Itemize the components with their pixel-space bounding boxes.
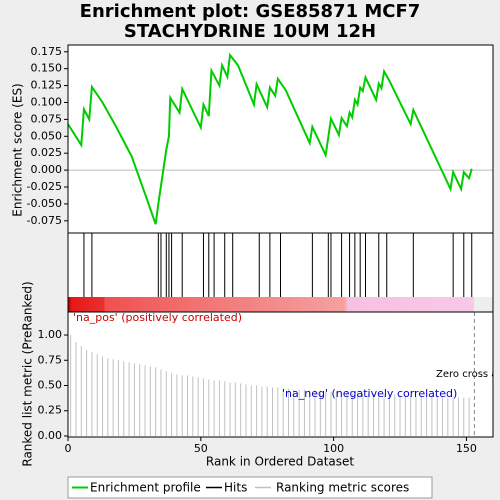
y-tick-label: 0.25 — [38, 404, 63, 417]
x-tick-label: 100 — [323, 442, 344, 455]
y-tick-label: 0.150 — [31, 62, 63, 75]
rank-color-bar — [68, 297, 474, 312]
y-tick-label: 0.75 — [38, 353, 63, 366]
legend — [67, 476, 433, 499]
y-tick-label: 0.050 — [31, 129, 63, 142]
pos-annotation: 'na_pos' (positively correlated) — [73, 311, 242, 324]
y-tick-label: 0.075 — [31, 112, 63, 125]
x-tick-label: 50 — [194, 442, 208, 455]
title-line: Enrichment plot: GSE85871 MCF7 — [80, 1, 421, 22]
legend-label: Enrichment profile — [90, 481, 201, 495]
x-tick-label: 150 — [456, 442, 477, 455]
zero-cross-annotation: Zero cross at — [436, 369, 500, 380]
y-axis-label: Enrichment score (ES) — [11, 83, 25, 216]
y-tick-label: 0.100 — [31, 95, 63, 108]
y-tick-label: 0.125 — [31, 79, 63, 92]
enrichment-line — [67, 52, 473, 225]
legend-label: Hits — [224, 481, 247, 495]
x-axis-label: Rank in Ordered Dataset — [206, 455, 354, 469]
title-line: STACHYDRINE 10UM 12H — [124, 21, 376, 42]
y-tick-label: 0.175 — [31, 45, 63, 58]
legend-label: Ranking metric scores — [276, 481, 409, 495]
y-tick-label: 1.00 — [38, 328, 63, 341]
metric-frame — [67, 311, 494, 438]
y-tick-label: -0.050 — [27, 197, 62, 210]
y-tick-label: 0.00 — [38, 429, 63, 442]
y-tick-label: 0.025 — [31, 146, 63, 159]
marks: 0.1750.1500.1250.1000.0750.0500.0250.000… — [27, 45, 493, 455]
x-tick-label: 0 — [65, 442, 72, 455]
y-tick-label: -0.025 — [27, 180, 62, 193]
metric-panel — [68, 312, 493, 437]
neg-annotation: 'na_neg' (negatively correlated) — [282, 387, 457, 400]
y-tick-label: -0.075 — [27, 214, 62, 227]
y-tick-label: 0.50 — [38, 379, 63, 392]
y-axis-label: Ranked list metric (PreRanked) — [21, 281, 35, 466]
y-tick-label: 0.000 — [31, 163, 63, 176]
es-panel — [68, 45, 493, 233]
